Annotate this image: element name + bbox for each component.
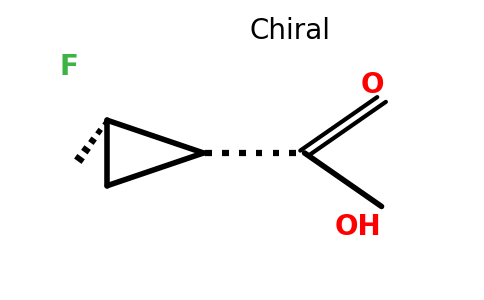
Text: OH: OH (334, 213, 381, 241)
Text: O: O (360, 70, 384, 99)
Text: F: F (60, 53, 78, 81)
Text: Chiral: Chiral (250, 17, 331, 45)
